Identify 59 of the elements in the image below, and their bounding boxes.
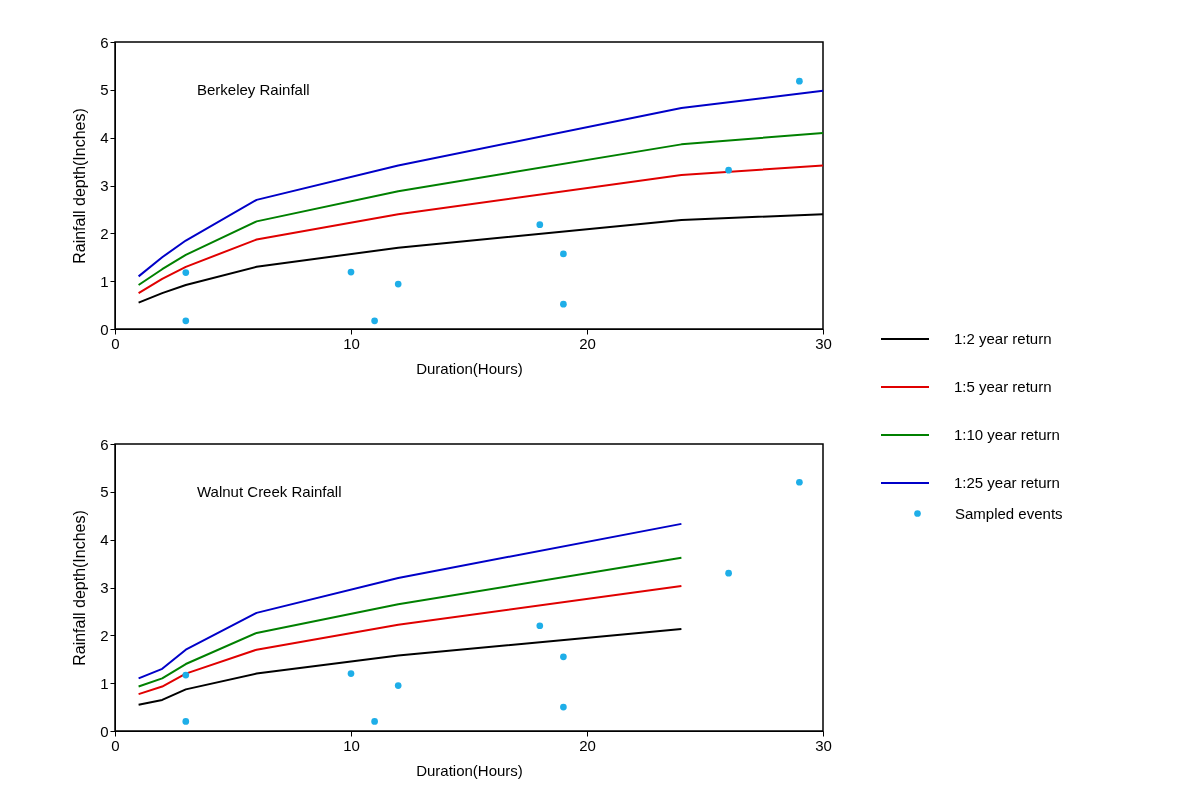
point bbox=[560, 653, 567, 661]
line-series bbox=[137, 164, 824, 295]
point bbox=[394, 682, 402, 689]
x-tick-label: 20 bbox=[579, 736, 596, 754]
line-series bbox=[137, 131, 824, 286]
point bbox=[347, 670, 355, 677]
x-axis-title: Duration(Hours) bbox=[416, 359, 523, 377]
y-tick-label: 1 bbox=[100, 674, 109, 692]
point bbox=[182, 269, 190, 276]
point bbox=[725, 166, 732, 174]
y-tick-label: 6 bbox=[100, 33, 109, 51]
point bbox=[536, 221, 544, 229]
point bbox=[182, 718, 190, 725]
legend-label: 1:2 year return bbox=[954, 330, 1052, 347]
y-tick-label: 3 bbox=[100, 579, 109, 596]
y-tick-label: 4 bbox=[100, 129, 109, 147]
x-tick-label: 30 bbox=[815, 736, 832, 754]
point bbox=[560, 703, 567, 711]
x-axis-title: Duration(Hours) bbox=[416, 761, 523, 779]
point bbox=[536, 622, 544, 630]
y-axis-title: Rainfall depth(Inches) bbox=[71, 510, 89, 666]
line-series bbox=[137, 585, 683, 696]
x-tick-label: 20 bbox=[579, 334, 596, 352]
text: Berkeley Rainfall bbox=[197, 81, 310, 98]
y-axis-title: Rainfall depth(Inches) bbox=[71, 108, 89, 264]
x-tick-label: 30 bbox=[815, 334, 832, 352]
y-tick-label: 5 bbox=[100, 81, 109, 99]
legend-label: 1:5 year return bbox=[954, 378, 1052, 395]
point bbox=[560, 250, 567, 258]
x-tick-label: 10 bbox=[343, 736, 360, 754]
x-tick-label: 0 bbox=[111, 334, 120, 352]
y-tick-label: 5 bbox=[100, 483, 109, 501]
x-tick-label: 10 bbox=[343, 334, 360, 352]
point bbox=[182, 317, 190, 325]
text: Walnut Creek Rainfall bbox=[197, 483, 342, 500]
y-tick-label: 3 bbox=[100, 177, 109, 194]
point bbox=[725, 569, 732, 577]
point bbox=[796, 77, 803, 85]
legend-label: 1:10 year return bbox=[954, 426, 1060, 443]
point bbox=[796, 478, 803, 486]
point bbox=[182, 671, 190, 679]
y-tick-label: 2 bbox=[100, 224, 109, 242]
legend-label: 1:25 year return bbox=[954, 474, 1060, 491]
point bbox=[394, 280, 402, 288]
point bbox=[347, 268, 355, 276]
y-tick-label: 2 bbox=[100, 626, 109, 644]
y-tick-label: 4 bbox=[100, 531, 109, 549]
y-tick-label: 1 bbox=[100, 272, 109, 290]
point bbox=[371, 317, 378, 325]
line-series bbox=[137, 628, 683, 706]
line-series bbox=[137, 556, 683, 688]
y-tick-label: 0 bbox=[100, 320, 109, 338]
y-tick-label: 0 bbox=[100, 722, 109, 740]
line-series bbox=[137, 522, 683, 680]
point bbox=[371, 718, 378, 725]
point bbox=[560, 300, 567, 308]
y-tick-label: 6 bbox=[100, 435, 109, 453]
legend-label: Sampled events bbox=[955, 504, 1063, 522]
x-tick-label: 0 bbox=[111, 736, 120, 754]
